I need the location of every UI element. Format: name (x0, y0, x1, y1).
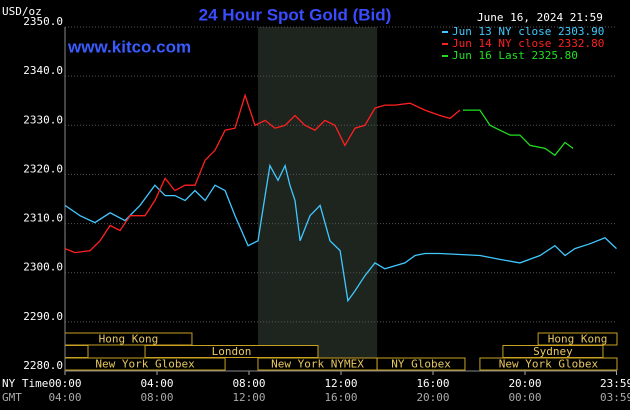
x-tick-label: 23:59 (600, 377, 630, 390)
site-url: www.kitco.com (67, 37, 191, 56)
y-tick-label: 2290.0 (23, 310, 63, 323)
session-label: New York Globex (95, 358, 195, 371)
series-line (64, 93, 461, 254)
x-tick-label: 12:00 (324, 377, 357, 390)
legend-label: Jun 14 NY close 2332.80 (452, 37, 604, 50)
y-tick-label: 2350.0 (23, 15, 63, 28)
x-row-label: NY Time (2, 377, 48, 390)
session-label: Hong Kong (99, 333, 159, 346)
y-tick-label: 2280.0 (23, 359, 63, 372)
session-box (144, 345, 319, 358)
x-tick-label-gmt: 00:00 (508, 391, 541, 404)
session-label: Sydney (533, 345, 573, 358)
x-tick-label-gmt: 03:59 (600, 391, 630, 404)
x-tick-label-gmt: 16:00 (324, 391, 357, 404)
legend-label: Jun 16 Last 2325.80 (452, 49, 578, 62)
x-tick-label-gmt: 12:00 (232, 391, 265, 404)
x-tick-label-gmt: 04:00 (48, 391, 81, 404)
session-label: Hong Kong (548, 333, 608, 346)
y-tick-label: 2300.0 (23, 261, 63, 274)
x-tick-label: 08:00 (232, 377, 265, 390)
session-label: NY Globex (391, 358, 451, 371)
x-tick-label-gmt: 08:00 (140, 391, 173, 404)
session-label: New York NYMEX (271, 358, 364, 371)
timestamp: June 16, 2024 21:59 (477, 11, 603, 24)
y-tick-label: 2310.0 (23, 212, 63, 225)
series-line (462, 109, 574, 157)
y-tick-label: 2340.0 (23, 64, 63, 77)
y-tick-label: 2330.0 (23, 113, 63, 126)
under-layer (65, 26, 617, 372)
session-box (376, 357, 466, 371)
session-box (64, 345, 89, 358)
x-tick-label: 16:00 (416, 377, 449, 390)
unit-label: USD/oz (2, 5, 42, 18)
x-tick-label: 00:00 (48, 377, 81, 390)
x-row-label: GMT (2, 391, 22, 404)
session-label: New York Globex (499, 358, 599, 371)
session-box (479, 357, 618, 371)
session-shade (257, 27, 378, 371)
x-tick-label-gmt: 20:00 (416, 391, 449, 404)
chart-title: 24 Hour Spot Gold (Bid) (199, 5, 392, 24)
y-tick-label: 2320.0 (23, 162, 63, 175)
series-line (64, 163, 617, 303)
session-label: London (212, 345, 252, 358)
x-tick-label: 04:00 (140, 377, 173, 390)
legend-label: Jun 13 NY close 2303.90 (452, 25, 604, 38)
x-tick-label: 20:00 (508, 377, 541, 390)
